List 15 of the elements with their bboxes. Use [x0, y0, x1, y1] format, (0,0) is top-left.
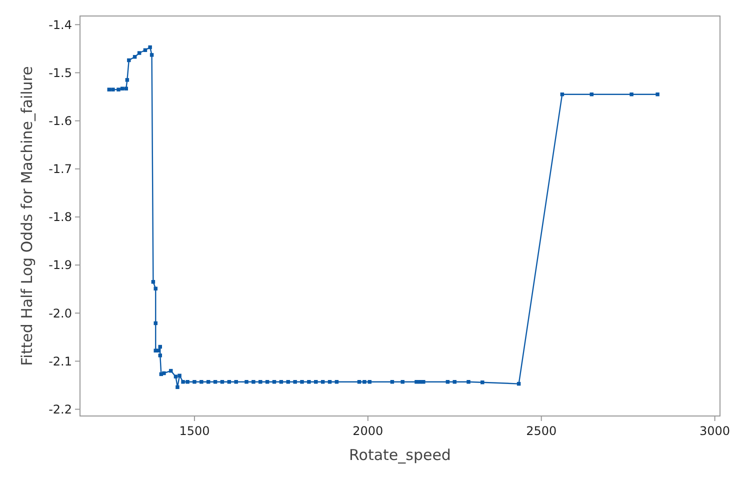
x-tick-label: 2500 — [526, 424, 557, 438]
y-tick-label: -1.8 — [48, 210, 72, 224]
x-tick-label: 2000 — [352, 424, 384, 438]
y-axis-title: Fitted Half Log Odds for Machine_failure — [18, 66, 36, 366]
y-tick-label: -1.7 — [48, 162, 72, 176]
x-tick-label: 3000 — [700, 424, 730, 438]
y-tick-label: -1.4 — [48, 18, 72, 32]
y-tick-label: -2.2 — [48, 402, 72, 416]
y-tick-label: -2.1 — [48, 354, 72, 368]
y-tick-label: -1.5 — [48, 66, 72, 80]
x-tick-label: 1500 — [179, 424, 210, 438]
x-axis-title: Rotate_speed — [349, 446, 451, 464]
y-tick-label: -1.6 — [48, 114, 72, 128]
y-tick-label: -1.9 — [48, 258, 72, 272]
y-tick-label: -2.0 — [48, 306, 72, 320]
